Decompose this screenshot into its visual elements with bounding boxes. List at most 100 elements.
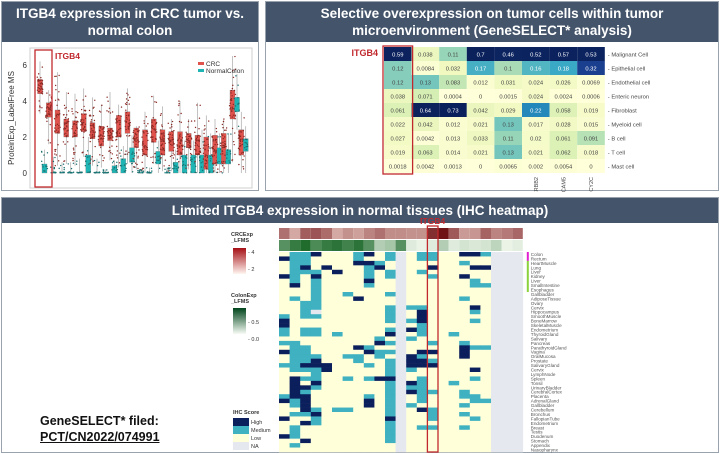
crc-box-point: [116, 134, 119, 136]
heatmap-cell: [522, 61, 550, 75]
crc-box-point: [180, 112, 182, 115]
crc-box-point: [107, 132, 110, 134]
ihc-cell: [374, 389, 386, 395]
crc-box-point: [90, 131, 92, 133]
crc-box-point: [178, 120, 181, 123]
crc-box-point: [59, 155, 61, 157]
y-tick-label: 6: [23, 61, 28, 70]
normal-box-point: [245, 149, 247, 151]
crc-box-point: [45, 115, 47, 117]
normal-box-point: [141, 171, 144, 174]
ihc-cell: [491, 269, 502, 275]
ihc-cell: [469, 443, 481, 448]
cell-value: 0.021: [473, 123, 488, 129]
crc-box-point: [63, 123, 66, 126]
crc-box-point: [65, 122, 67, 124]
column-label: ERBB2: [534, 177, 540, 192]
crc-box-point: [199, 135, 201, 137]
crc-box-point: [98, 141, 100, 143]
crc-box-point: [163, 154, 165, 156]
crc-box-point: [189, 144, 191, 147]
crc-box-point: [178, 160, 180, 163]
ihc-cell: [427, 345, 439, 351]
crc-box-point: [91, 134, 93, 136]
tissue-label: Liver: [531, 279, 541, 284]
ihc-cell: [342, 345, 354, 351]
normal-box-point: [183, 172, 185, 174]
crc-box-point: [38, 100, 40, 102]
crc-legend-tick: - 2: [248, 267, 254, 273]
ihc-cell: [406, 260, 418, 266]
normal-box-point: [119, 164, 122, 167]
ihc-cell: [279, 292, 290, 297]
crc-box-point: [39, 105, 41, 107]
normal-box-point: [76, 160, 78, 162]
tissue-label: Liver: [531, 270, 541, 275]
ihc-cell: [459, 296, 471, 302]
ihc-cell: [438, 367, 449, 373]
crc-box-point: [84, 110, 86, 112]
ihc-cell: [332, 447, 343, 453]
crc-box-point: [171, 139, 173, 141]
ihc-cell: [406, 269, 418, 275]
ihc-cell: [480, 425, 492, 431]
ihc-cell: [342, 367, 354, 373]
normal-box-point: [157, 159, 159, 162]
ihc-cell: [459, 323, 471, 328]
crc-box-point: [71, 108, 73, 110]
ihc-cell: [406, 416, 418, 422]
ihc-cell: [321, 416, 333, 422]
ihc-cell: [332, 274, 343, 279]
colon-legend-tick: - 0.5: [248, 320, 259, 326]
heatmap-cell: [439, 47, 467, 61]
crc-box-point: [195, 139, 197, 141]
ihc-cell: [332, 398, 343, 404]
normal-box-point: [237, 84, 239, 86]
ihc-cell: [353, 394, 365, 399]
crc-box-point: [159, 137, 162, 139]
normal-box-point: [182, 163, 185, 166]
crc-box-point: [155, 128, 157, 131]
crc-exp-cell: [300, 228, 311, 239]
normal-box-point: [105, 171, 107, 174]
ihc-cell: [395, 376, 407, 382]
cell-value: 0.0042: [417, 165, 435, 171]
ihc-cell: [321, 340, 333, 346]
ihc-cell: [416, 394, 428, 399]
crc-box-point: [224, 140, 226, 143]
ihc-cell: [469, 416, 481, 422]
crc-exp-cell: [427, 228, 438, 239]
cell-value: 0.012: [446, 123, 461, 129]
crc-box-point: [179, 142, 181, 144]
ihc-cell: [300, 407, 312, 413]
ihc-cell: [416, 296, 428, 302]
ihc-cell: [332, 340, 343, 346]
crc-box-point: [37, 78, 40, 81]
crc-box-point: [194, 160, 196, 163]
ihc-cell: [374, 394, 386, 399]
ihc-cell: [332, 380, 343, 386]
crc-box-point: [57, 132, 60, 134]
ihc-cell: [491, 367, 502, 373]
ihc-cell: [416, 349, 428, 355]
ihc-cell: [438, 314, 449, 319]
crc-box-point: [229, 102, 231, 104]
normal-box-point: [112, 160, 115, 163]
crc-box-point: [49, 101, 52, 103]
ihc-cell: [512, 252, 524, 257]
normal-box-point: [102, 171, 104, 174]
normal-box-point: [228, 160, 230, 162]
ihc-cell: [469, 292, 481, 297]
ihc-cell: [416, 323, 428, 328]
ihc-cell: [480, 314, 492, 319]
crc-box-point: [238, 130, 240, 133]
ihc-cell: [289, 323, 301, 328]
ihc-cell: [310, 403, 322, 408]
ihc-cell: [469, 332, 481, 337]
tissue-label: Kidney: [531, 274, 546, 279]
crc-box-point: [185, 140, 187, 143]
ihc-cell: [416, 309, 428, 315]
cell-value: 0.091: [584, 137, 599, 143]
ihc-cell: [310, 389, 322, 395]
